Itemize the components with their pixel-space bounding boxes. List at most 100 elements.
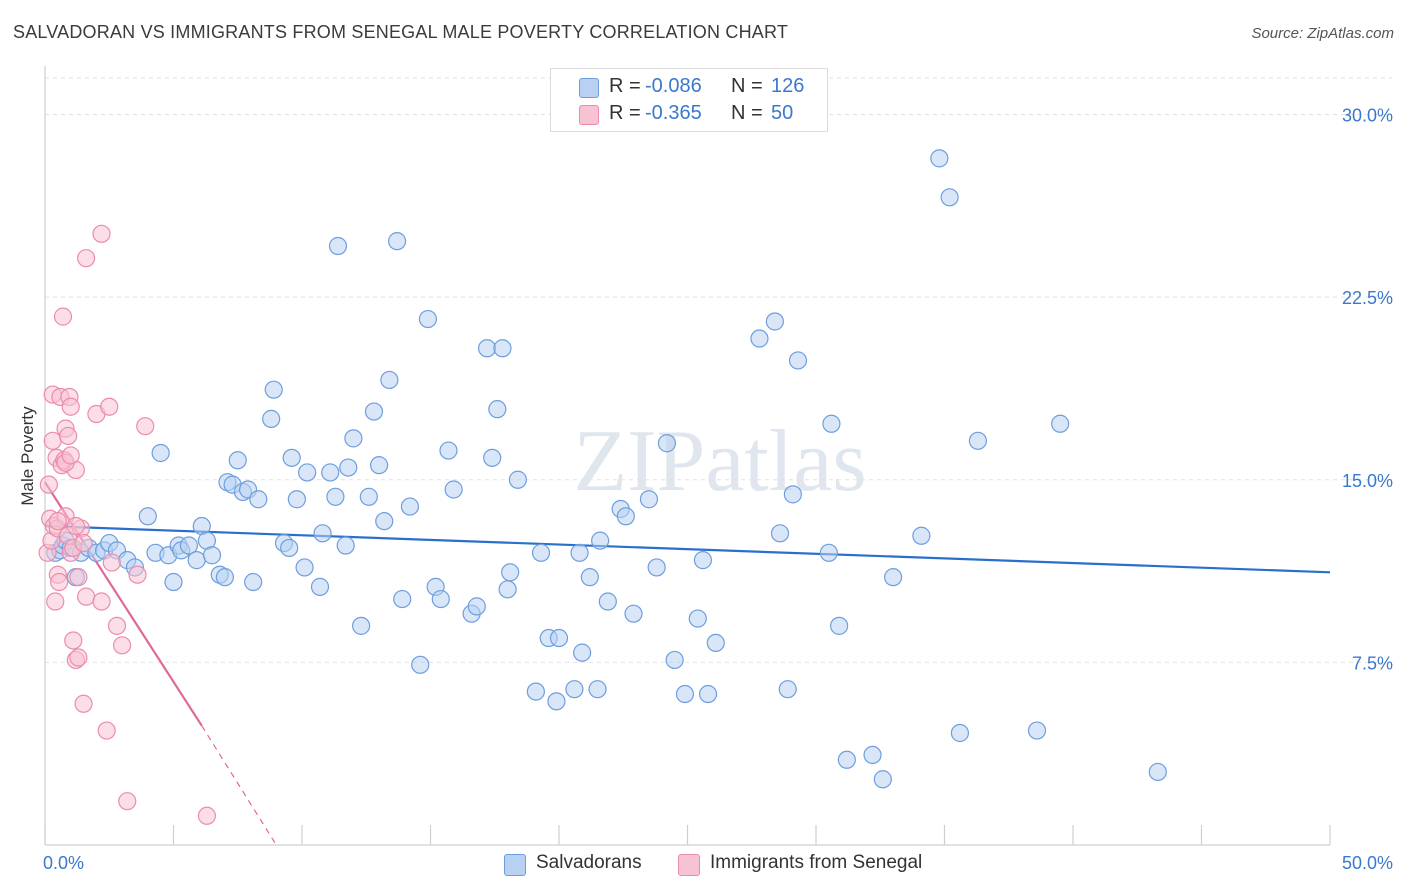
salvadoran-point [547, 692, 566, 711]
salvadoran-point [698, 684, 718, 704]
salvadoran-point [488, 400, 507, 419]
legend-label-salvadorans: Salvadorans [536, 852, 642, 873]
salvadoran-point [138, 507, 157, 526]
legend-n-label: N = [731, 102, 763, 124]
salvadoran-point [657, 434, 677, 453]
salvadoran-point [393, 589, 412, 609]
legend-r-label: R = [609, 102, 641, 124]
salvadoran-point [418, 309, 438, 329]
salvadoran-point [968, 431, 988, 450]
legend-n-label: N = [731, 75, 763, 97]
senegal-point [136, 417, 155, 436]
salvadoran-point [693, 551, 713, 570]
salvadoran-point [387, 232, 407, 251]
salvadoran-point [280, 538, 299, 558]
salvadoran-point [310, 577, 330, 596]
y-tick-label: 22.5% [1342, 288, 1393, 308]
senegal-point [197, 806, 217, 825]
salvadoran-point [508, 470, 527, 489]
senegal-point [107, 616, 127, 635]
salvadoran-point [1148, 762, 1167, 782]
senegal-point [64, 631, 83, 650]
salvadoran-point [675, 684, 695, 704]
y-tick-label: 15.0% [1342, 471, 1393, 491]
senegal-point [74, 694, 93, 713]
salvadoran-point [647, 558, 666, 577]
senegal-point [46, 592, 65, 611]
senegal-point [97, 721, 116, 740]
x-tick-label: 50.0% [1342, 853, 1393, 873]
salvadoran-point [352, 616, 371, 635]
salvadoran-point [770, 524, 790, 543]
legend-r-label: R = [609, 75, 641, 97]
senegal-point [128, 565, 147, 584]
salvadoran-point [431, 589, 450, 609]
salvadoran-point [624, 604, 643, 623]
salvadoran-point [202, 546, 222, 565]
chart-title: SALVADORAN VS IMMIGRANTS FROM SENEGAL MA… [13, 22, 789, 42]
salvadoran-point [164, 572, 183, 592]
salvadoran-point [765, 312, 784, 331]
salvadoran-point [151, 443, 170, 463]
senegal-point [92, 592, 111, 611]
legend-swatch-blue [579, 78, 599, 98]
salvadoran-point [411, 655, 430, 674]
salvadoran-point [819, 543, 838, 562]
watermark: ZIPatlas [573, 413, 866, 510]
salvadoran-point [298, 463, 317, 482]
y-tick-label: 30.0% [1342, 106, 1393, 126]
salvadoran-point [295, 558, 314, 577]
salvadoran-point [688, 609, 707, 628]
salvadoran-point [565, 680, 584, 699]
salvadoran-point [883, 568, 903, 587]
senegal-point [48, 512, 67, 531]
salvadoran-point [287, 490, 306, 509]
salvadoran-trend-line [44, 524, 1331, 574]
senegal-point [59, 426, 78, 446]
salvadoran-point [313, 524, 332, 543]
legend-n-value: 50 [771, 102, 794, 124]
salvadoran-point [483, 448, 502, 467]
tick-labels: 7.5% 15.0% 22.5% 30.0% 0.0% 50.0% [43, 106, 1393, 873]
senegal-point [77, 587, 96, 606]
data-points [38, 149, 1167, 825]
salvadoran-point [326, 487, 345, 506]
salvadoran-point [370, 456, 389, 475]
salvadoran-point [364, 402, 384, 421]
senegal-point [43, 431, 62, 450]
salvadoran-point [950, 723, 970, 743]
salvadoran-point [588, 680, 607, 699]
y-axis-label: Male Poverty [18, 406, 37, 506]
salvadoran-point [706, 633, 725, 653]
salvadoran-point [359, 487, 378, 506]
salvadoran-point [187, 551, 206, 570]
salvadoran-point [873, 770, 892, 789]
senegal-point [69, 568, 88, 587]
salvadoran-point [249, 490, 268, 509]
legend-n-value: 126 [771, 75, 805, 97]
axes [44, 66, 1331, 846]
salvadoran-point [282, 448, 301, 467]
salvadoran-point [400, 497, 420, 516]
senegal-point [61, 446, 80, 465]
salvadoran-point [179, 536, 199, 555]
salvadoran-point [591, 531, 610, 550]
salvadoran-point [531, 543, 551, 562]
senegal-point [61, 397, 80, 416]
salvadoran-point [375, 512, 394, 531]
x-tick-label: 0.0% [43, 853, 84, 873]
salvadoran-point [228, 451, 247, 470]
salvadoran-point [467, 597, 486, 616]
salvadoran-point [336, 536, 355, 555]
legend-swatch-pink [579, 105, 599, 125]
senegal-point [66, 516, 85, 536]
salvadoran-point [344, 429, 363, 448]
salvadoran-point [940, 188, 959, 207]
senegal-point [112, 636, 132, 655]
senegal-point [102, 553, 121, 572]
salvadoran-point [639, 490, 659, 509]
source-label: Source: ZipAtlas.com [1251, 25, 1394, 42]
salvadoran-point [439, 441, 458, 460]
salvadoran-point [750, 329, 769, 348]
senegal-point [69, 648, 88, 667]
